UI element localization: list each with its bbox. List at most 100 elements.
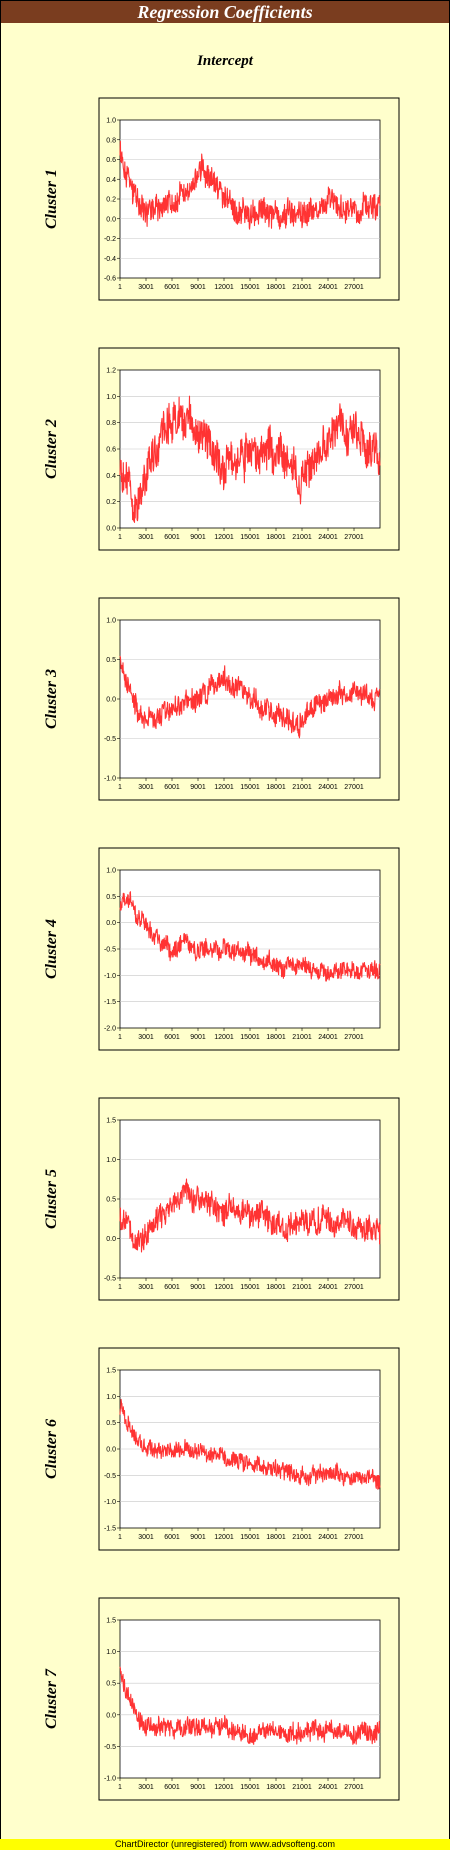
x-tick-label: 21001 (292, 534, 312, 541)
x-tick-label: 15001 (240, 1034, 260, 1041)
x-tick-label: 9001 (190, 1034, 206, 1041)
x-tick-label: 18001 (266, 1284, 286, 1291)
y-tick-label: 0.4 (106, 473, 116, 480)
series-line (119, 655, 381, 739)
x-tick-label: 3001 (138, 1034, 154, 1041)
x-tick-label: 12001 (214, 284, 234, 291)
x-tick-label: 24001 (318, 1034, 338, 1041)
x-tick-label: 27001 (344, 784, 364, 791)
x-tick-label: 1 (118, 1284, 122, 1291)
chart-panel-7: Cluster 7 1.5 1.0 0.5 0.0 -0.5 -1.01 3001 6001 90… (43, 1597, 400, 1801)
x-tick-label: 3001 (138, 284, 154, 291)
cluster-label: Cluster 2 (43, 419, 60, 479)
y-tick-label: 0.8 (106, 137, 116, 144)
x-tick-label: 12001 (214, 1284, 234, 1291)
x-tick-label: 15001 (240, 784, 260, 791)
y-tick-label: -1.0 (104, 973, 116, 980)
x-tick-label: 3001 (138, 1534, 154, 1541)
y-tick-label: -0.6 (104, 276, 116, 283)
x-tick-label: 24001 (318, 1534, 338, 1541)
x-tick-label: 6001 (164, 1284, 180, 1291)
y-tick-label: 0.0 (106, 697, 116, 704)
chart-panel-4: Cluster 4 1.0 0.5 0.0 -0.5 -1.0 -1.5 -2.01 3001 6… (43, 847, 400, 1051)
y-tick-label: 0.5 (106, 1681, 116, 1688)
x-tick-label: 6001 (164, 534, 180, 541)
y-tick-label: -0.5 (104, 1744, 116, 1751)
series-line (119, 1178, 381, 1253)
y-tick-label: 0.5 (106, 1197, 116, 1204)
y-tick-label: -0.5 (104, 1473, 116, 1480)
x-tick-label: 1 (118, 534, 122, 541)
cluster-label: Cluster 5 (43, 1169, 60, 1229)
x-tick-label: 1 (118, 1534, 122, 1541)
cluster-label: Cluster 4 (43, 919, 60, 979)
x-tick-label: 27001 (344, 1784, 364, 1791)
y-tick-label: 0.0 (106, 1712, 116, 1719)
x-tick-label: 6001 (164, 284, 180, 291)
cluster-label: Cluster 7 (43, 1668, 60, 1729)
x-tick-label: 9001 (190, 784, 206, 791)
y-tick-label: 0.5 (106, 1420, 116, 1427)
y-tick-label: 1.0 (106, 868, 116, 875)
page-title: Regression Coefficients (1, 1, 449, 23)
x-tick-label: 24001 (318, 784, 338, 791)
x-tick-label: 6001 (164, 1534, 180, 1541)
y-tick-label: 0.4 (106, 177, 116, 184)
x-tick-label: 18001 (266, 534, 286, 541)
footer-credit: ChartDirector (unregistered) from www.ad… (0, 1839, 450, 1850)
cluster-label: Cluster 3 (43, 669, 60, 729)
x-tick-label: 1 (118, 1034, 122, 1041)
x-tick-label: 15001 (240, 1534, 260, 1541)
x-tick-label: 3001 (138, 784, 154, 791)
series-line (119, 140, 381, 230)
x-tick-label: 24001 (318, 284, 338, 291)
y-tick-label: 1.0 (106, 1394, 116, 1401)
x-tick-label: 15001 (240, 284, 260, 291)
x-tick-label: 15001 (240, 1284, 260, 1291)
x-tick-label: 27001 (344, 284, 364, 291)
y-tick-label: 1.0 (106, 1649, 116, 1656)
x-tick-label: 6001 (164, 1784, 180, 1791)
x-tick-label: 18001 (266, 784, 286, 791)
series-line (119, 891, 381, 982)
x-tick-label: 12001 (214, 1034, 234, 1041)
x-tick-label: 21001 (292, 1034, 312, 1041)
y-tick-label: 1.0 (106, 1157, 116, 1164)
x-tick-label: 6001 (164, 784, 180, 791)
y-tick-label: -1.0 (104, 1776, 116, 1783)
x-tick-label: 24001 (318, 1284, 338, 1291)
y-tick-label: -1.0 (104, 776, 116, 783)
x-tick-label: 15001 (240, 534, 260, 541)
y-tick-label: 0.0 (106, 1447, 116, 1454)
y-tick-label: -0.5 (104, 1276, 116, 1283)
y-tick-label: 1.5 (106, 1118, 116, 1125)
x-tick-label: 27001 (344, 1034, 364, 1041)
x-tick-label: 12001 (214, 1784, 234, 1791)
y-tick-label: 0.0 (106, 920, 116, 927)
x-tick-label: 24001 (318, 534, 338, 541)
y-tick-label: 0.6 (106, 447, 116, 454)
x-tick-label: 9001 (190, 284, 206, 291)
series-line (119, 1666, 381, 1745)
chart-panel-2: Cluster 2 1.2 1.0 0.8 0.6 0.4 0.2 0.01 3001 6001 9… (43, 347, 400, 551)
y-tick-label: -2.0 (104, 1026, 116, 1033)
y-tick-label: 0.5 (106, 657, 116, 664)
y-tick-label: -1.0 (104, 1499, 116, 1506)
x-tick-label: 3001 (138, 1784, 154, 1791)
x-tick-label: 27001 (344, 1284, 364, 1291)
chart-panel-1: Cluster 11.00.80.60.40.20.0-0.2-0.4-0.61… (43, 97, 400, 301)
y-tick-label: 1.2 (106, 368, 116, 375)
x-tick-label: 18001 (266, 1534, 286, 1541)
y-tick-label: -0.5 (104, 947, 116, 954)
x-tick-label: 15001 (240, 1784, 260, 1791)
series-line (119, 1398, 381, 1490)
x-tick-label: 1 (118, 1784, 122, 1791)
y-tick-label: 0.6 (106, 157, 116, 164)
x-tick-label: 9001 (190, 534, 206, 541)
y-tick-label: 0.2 (106, 197, 116, 204)
x-tick-label: 24001 (318, 1784, 338, 1791)
y-tick-label: 0.0 (106, 1236, 116, 1243)
y-tick-label: 1.0 (106, 618, 116, 625)
x-tick-label: 12001 (214, 534, 234, 541)
